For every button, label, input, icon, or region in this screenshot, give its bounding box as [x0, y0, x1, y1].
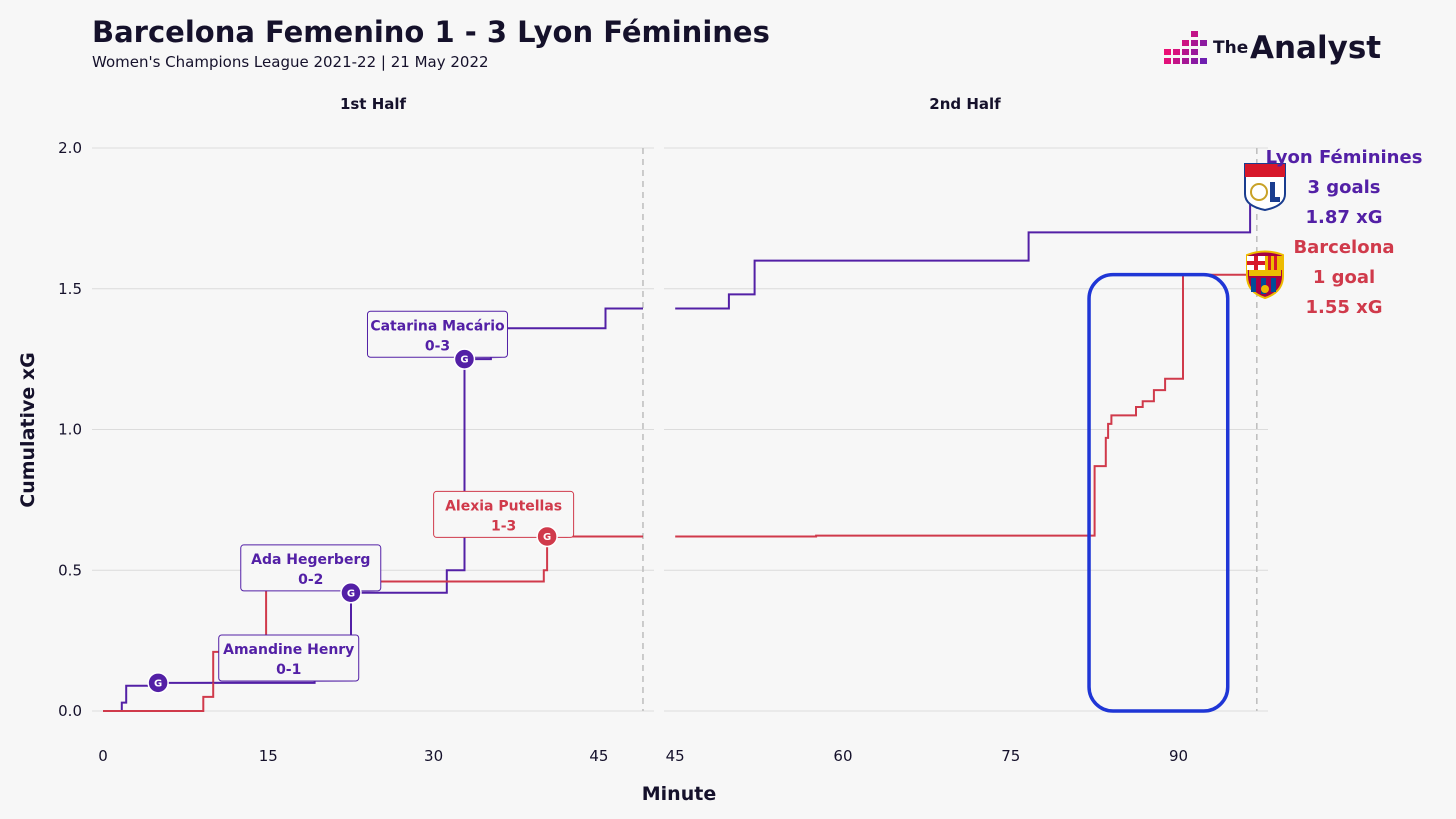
- the-analyst-logo: The Analyst: [1164, 30, 1381, 66]
- lyon-xg-line: [675, 183, 1257, 310]
- brand-the: The: [1213, 38, 1248, 58]
- legend-lyon-goals: 3 goals: [1307, 177, 1380, 198]
- page-title: Barcelona Femenino 1 - 3 Lyon Féminines: [92, 15, 770, 49]
- goal-marker-circle: [340, 582, 362, 604]
- goal-marker: G: [453, 348, 476, 370]
- annotation-box: [240, 544, 382, 592]
- goal-annotations: Amandine Henry 0-1 Ada Hegerberg 0-2 Catarin…: [158, 310, 575, 684]
- x-tick-label: 15: [259, 747, 278, 765]
- annotation-box: [218, 634, 360, 682]
- x-tick-label: 90: [1169, 747, 1188, 765]
- annotation-scorer: Amandine Henry: [223, 642, 354, 658]
- highlight-layer: [1087, 272, 1230, 713]
- brand-mark-icon: [1164, 31, 1207, 64]
- goal-marker-symbol: G: [543, 532, 551, 543]
- goal-markers: G G G G: [147, 348, 558, 694]
- panel-title-2nd-half: 2nd Half: [929, 95, 1001, 113]
- brand-analyst: Analyst: [1250, 30, 1381, 66]
- x-tick-label: 75: [1001, 747, 1020, 765]
- y-tick-label: 0.5: [58, 561, 82, 579]
- y-tick-label: 1.5: [58, 280, 82, 298]
- goal-annotation: Amandine Henry 0-1: [218, 634, 360, 682]
- annotation-score: 1-3: [491, 518, 516, 534]
- y-tick-label: 2.0: [58, 139, 82, 157]
- y-axis-label: Cumulative xG: [17, 352, 39, 507]
- y-tick-label: 0.0: [58, 702, 82, 720]
- series-lines: [103, 183, 1257, 712]
- x-axis-label: Minute: [642, 783, 716, 805]
- goal-marker: G: [340, 582, 362, 604]
- goal-marker: G: [147, 672, 169, 694]
- x-tick-label: 45: [589, 747, 608, 765]
- barcelona-xg-line: [675, 273, 1257, 538]
- y-tick-label: 1.0: [58, 421, 82, 439]
- goal-marker-symbol: G: [460, 355, 468, 366]
- panel-title-1st-half: 1st Half: [340, 95, 407, 113]
- goal-marker-symbol: G: [154, 678, 162, 689]
- annotation-scorer: Ada Hegerberg: [251, 552, 370, 568]
- legend-lyon-name: Lyon Féminines: [1266, 147, 1423, 168]
- barcelona-badge-icon: [1246, 250, 1284, 300]
- y-tick-labels: 0.0 0.5 1.0 1.5 2.0: [58, 139, 82, 720]
- legend-barcelona-xg: 1.55 xG: [1305, 297, 1382, 318]
- annotation-scorer: Alexia Putellas: [445, 498, 562, 514]
- highlight-box: [1087, 272, 1230, 713]
- annotation-score: 0-2: [298, 572, 323, 588]
- goal-annotation: Alexia Putellas 1-3: [433, 490, 575, 538]
- legend-lyon: Lyon Féminines 3 goals 1.87 xG: [1266, 147, 1423, 228]
- goal-annotation: Catarina Macário 0-3: [366, 310, 508, 358]
- goal-marker-circle: [147, 672, 169, 694]
- goal-annotation: Ada Hegerberg 0-2: [240, 544, 382, 592]
- x-tick-label: 60: [833, 747, 852, 765]
- annotation-score: 0-3: [425, 338, 450, 354]
- x-tick-labels: 0 15 30 45 45 60 75 90: [98, 747, 1188, 765]
- goal-marker: G: [536, 525, 558, 548]
- goal-marker-symbol: G: [347, 588, 355, 599]
- legend-barcelona-goals: 1 goal: [1313, 267, 1375, 288]
- x-tick-label: 45: [666, 747, 685, 765]
- legend-lyon-xg: 1.87 xG: [1305, 207, 1382, 228]
- annotation-box: [433, 490, 575, 538]
- x-tick-label: 30: [424, 747, 443, 765]
- annotation-score: 0-1: [276, 662, 301, 678]
- barcelona-xg-line: [103, 535, 643, 712]
- lyon-badge-icon: [1244, 163, 1286, 212]
- annotation-scorer: Catarina Macário: [370, 318, 505, 334]
- goal-marker-circle: [453, 348, 476, 370]
- x-tick-label: 0: [98, 747, 108, 765]
- goal-marker-circle: [536, 525, 558, 548]
- page-subtitle: Women's Champions League 2021-22 | 21 Ma…: [92, 53, 489, 71]
- legend-barcelona-name: Barcelona: [1293, 237, 1394, 258]
- annotation-box: [366, 310, 508, 358]
- legend-barcelona: Barcelona 1 goal 1.55 xG: [1293, 237, 1394, 318]
